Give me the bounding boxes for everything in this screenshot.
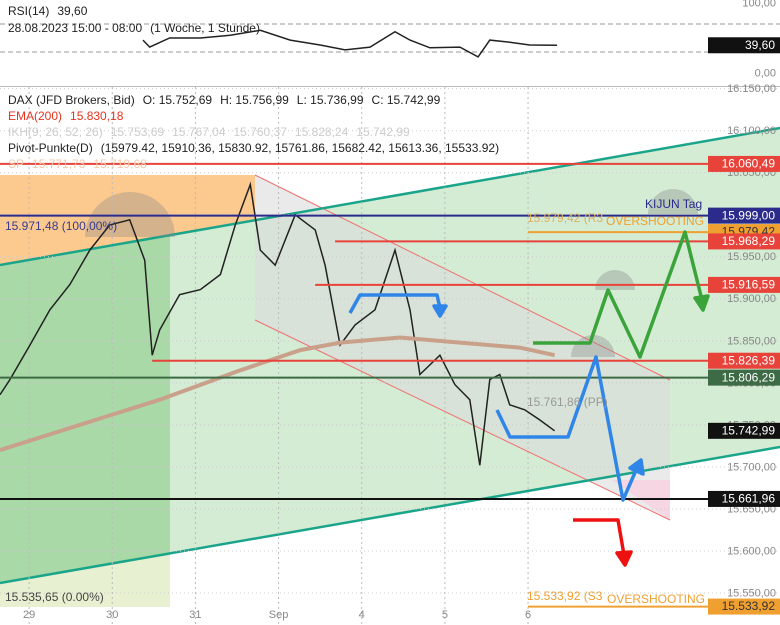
arrow-head <box>628 458 645 476</box>
y-tick-label: 0,00 <box>755 67 776 79</box>
legend-value: 15.828,24 <box>295 125 349 139</box>
level-box <box>708 369 780 386</box>
legend-name: EMA(200) <box>8 109 62 123</box>
level-box <box>708 490 780 507</box>
arrow <box>495 355 639 502</box>
legend-name: IKH(9, 26, 52, 26) <box>8 125 103 139</box>
trend-line <box>0 445 780 585</box>
x-tick-label: 5 <box>442 609 448 621</box>
x-tick-label: 29 <box>23 609 35 621</box>
arrow-head <box>432 304 448 318</box>
level-box <box>708 155 780 172</box>
legend-value: (15979.42, 15910.36, 15830.92, 15761.86,… <box>101 141 499 155</box>
level-label: 15.806,29 <box>722 370 776 384</box>
y-tick-label: 15.950,00 <box>727 251 776 263</box>
annotation: 15.979,42 (R3 <box>527 211 603 225</box>
x-tick-label: 31 <box>189 609 201 621</box>
legend-name: SP <box>8 157 24 171</box>
rsi-value: 39,60 <box>57 4 87 18</box>
arrow <box>348 293 442 314</box>
trend-line <box>0 126 780 267</box>
annotation: 15.533,92 (S3 <box>527 589 603 603</box>
level-box <box>708 233 780 250</box>
descending-channel <box>255 175 670 520</box>
fib-zone <box>0 236 170 583</box>
rsi-period: 28.08.2023 15:00 - 08:00 <box>8 21 142 35</box>
legend-value: C: 15.742,99 <box>372 93 441 107</box>
arc <box>85 192 175 237</box>
x-tick-label: 4 <box>359 609 365 621</box>
legend-value: 15.742,99 <box>356 125 410 139</box>
x-tick-label: Sep <box>269 609 289 621</box>
price-line <box>142 29 558 58</box>
y-tick-label: 15.900,00 <box>727 293 776 305</box>
last-value-box <box>708 37 780 54</box>
legend-value: H: 15.756,99 <box>220 93 289 107</box>
fib-zone <box>0 555 170 607</box>
legend-value: 15.719,68 <box>93 157 147 171</box>
y-tick-label: 15.850,00 <box>727 335 776 347</box>
level-label: 16.060,49 <box>722 157 776 171</box>
legend-value: L: 15.736,99 <box>297 93 364 107</box>
y-tick-label: 100,00 <box>742 0 776 9</box>
y-tick-label: 16.100,00 <box>727 125 776 137</box>
annotation: 15.535,65 (0.00%) <box>5 590 104 604</box>
channel-line <box>254 319 671 521</box>
legend-value: 15.767,04 <box>172 125 226 139</box>
legend-value: 15.771,73 <box>32 157 86 171</box>
level-box <box>708 352 780 369</box>
legend-value: O: 15.752,69 <box>143 93 213 107</box>
data-layer <box>0 23 780 625</box>
level-box <box>708 207 780 224</box>
annotation: 15.761,86 (PP) <box>527 395 608 409</box>
x-tick-label: 6 <box>525 609 531 621</box>
rsi-panel <box>0 0 780 86</box>
level-label: 15.826,39 <box>722 353 776 367</box>
arrow <box>573 518 626 556</box>
arrow-head <box>615 550 633 567</box>
x-tick-label: 30 <box>106 609 118 621</box>
arrows <box>348 230 710 567</box>
annotation: OVERSHOOTING <box>606 214 704 228</box>
ema-line <box>0 335 556 453</box>
level-label: 15.916,59 <box>722 278 776 292</box>
arc <box>648 189 698 214</box>
last-value-box <box>708 422 780 439</box>
level-box <box>708 276 780 293</box>
level-label: 15.661,96 <box>722 492 776 506</box>
rsi-title: RSI(14) <box>8 4 49 18</box>
legend-value: 15.760,37 <box>234 125 288 139</box>
last-value-label: 39,60 <box>745 38 775 52</box>
annotation: KIJUN Tag <box>645 197 702 211</box>
y-tick-label: 16.150,00 <box>727 83 776 95</box>
legend-name: Pivot-Punkte(D) <box>8 141 93 155</box>
y-tick-label: 15.700,00 <box>727 461 776 473</box>
level-label: 15.968,29 <box>722 234 776 248</box>
annotation: OVERSHOOTING <box>607 592 705 606</box>
last-value-label: 15.742,99 <box>722 423 776 437</box>
legend-value: 15.830,18 <box>70 109 124 123</box>
legend-value: 15.753,69 <box>111 125 165 139</box>
arrow <box>533 230 704 359</box>
y-tick-label: 15.600,00 <box>727 545 776 557</box>
level-box <box>708 598 780 615</box>
y-tick-label: 15.550,00 <box>727 587 776 599</box>
legend-name: DAX (JFD Brokers, Bid) <box>8 93 135 107</box>
level-label: 15.999,00 <box>722 208 776 222</box>
arrow-head <box>693 294 710 312</box>
annotation: 15.971,48 (100,00%) <box>5 219 117 233</box>
rsi-interval: (1 Woche, 1 Stunde) <box>150 21 260 35</box>
level-label: 15.533,92 <box>722 599 776 613</box>
labels-layer: 100,00 0,00 39,60 RSI(14) 39,60 28.08.2023 15… <box>5 0 780 621</box>
